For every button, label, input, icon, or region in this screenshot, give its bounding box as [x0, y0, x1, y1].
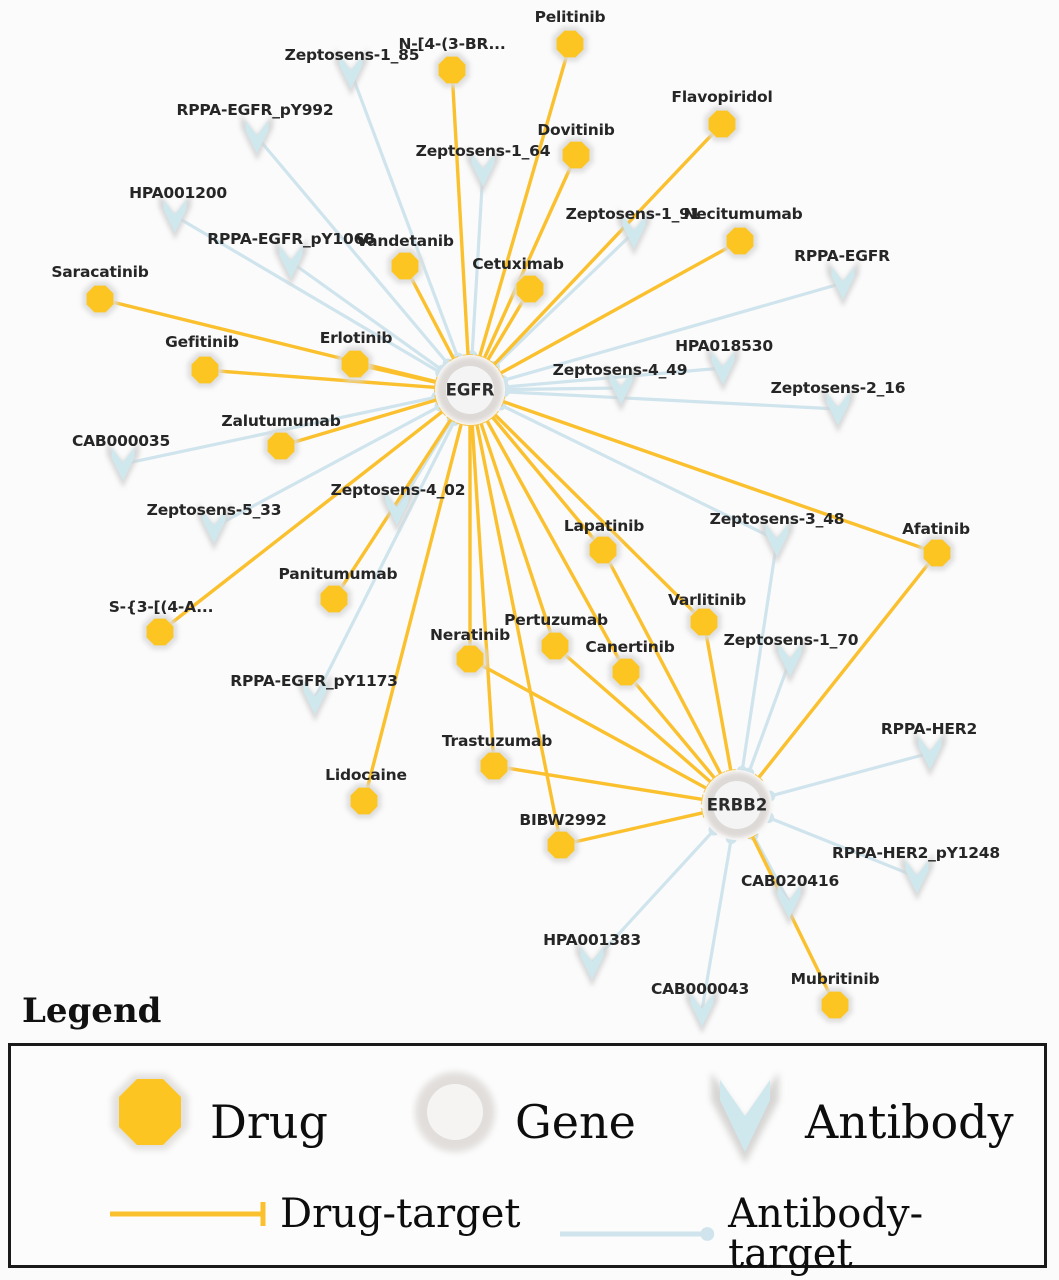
gene-node-label: EGFR — [445, 380, 495, 400]
legend-edges-row: Drug-target Antibody-target — [11, 1186, 1044, 1274]
legend-item-drug-target: Drug-target — [106, 1194, 520, 1234]
antibody-node[interactable] — [158, 192, 192, 240]
gene-node-label: ERBB2 — [706, 795, 768, 815]
drug-node[interactable] — [142, 614, 178, 650]
antibody-node[interactable] — [197, 503, 231, 551]
drug-target-edge — [624, 670, 721, 784]
legend-item-drug: Drug — [106, 1066, 328, 1178]
antibody-target-edge — [736, 539, 779, 777]
legend-label-antibody: Antibody — [805, 1095, 1014, 1149]
drug-node[interactable] — [263, 428, 299, 464]
drug-node[interactable] — [543, 827, 579, 863]
drug-node[interactable] — [476, 748, 512, 784]
antibody-chevron-icon — [711, 1072, 779, 1164]
antibody-target-edge — [349, 71, 464, 364]
antibody-node[interactable] — [685, 986, 719, 1034]
drug-target-edge-icon — [110, 1202, 266, 1226]
antibody-node[interactable] — [274, 238, 308, 286]
antibody-node[interactable] — [334, 48, 368, 96]
antibody-node[interactable] — [900, 853, 934, 901]
drug-node[interactable] — [537, 628, 573, 664]
antibody-node[interactable] — [466, 146, 500, 194]
gene-node[interactable] — [702, 770, 772, 840]
drug-node[interactable] — [337, 346, 373, 382]
drug-node[interactable] — [387, 248, 423, 284]
drug-node[interactable] — [552, 26, 588, 62]
drug-node[interactable] — [919, 535, 955, 571]
drug-node[interactable] — [434, 52, 470, 88]
antibody-node[interactable] — [604, 364, 638, 412]
legend-item-antibody-target: Antibody-target — [556, 1194, 1044, 1274]
legend-shapes-row: Drug Gene Antibody — [11, 1066, 1044, 1178]
legend-label-antibody-target: Antibody-target — [728, 1191, 924, 1277]
drug-node[interactable] — [82, 281, 118, 317]
antibody-target-edge — [590, 824, 720, 965]
antibody-node[interactable] — [772, 878, 806, 926]
gene-ring-icon — [415, 1072, 495, 1152]
antibody-target-edge — [764, 751, 931, 802]
drug-target-edge — [450, 69, 474, 359]
drug-target-edge — [560, 807, 707, 847]
drug-target-edge — [488, 122, 724, 370]
drug-node[interactable] — [686, 604, 722, 640]
legend-label-drug-target: Drug-target — [280, 1191, 521, 1237]
drug-target-edge — [495, 239, 741, 379]
drug-target-edge — [498, 395, 938, 555]
antibody-target-edge — [497, 281, 844, 387]
antibody-node[interactable] — [706, 344, 740, 392]
drug-node[interactable] — [346, 783, 382, 819]
drug-node[interactable] — [585, 532, 621, 568]
gene-node[interactable] — [435, 355, 505, 425]
drug-target-edge — [753, 551, 939, 783]
legend-label-gene: Gene — [515, 1095, 636, 1149]
drug-target-edge — [489, 409, 706, 624]
drug-target-edge — [493, 764, 706, 805]
antibody-node[interactable] — [821, 385, 855, 433]
nodes-layer — [82, 26, 955, 1034]
antibody-target-edge — [313, 414, 461, 699]
drug-node[interactable] — [452, 641, 488, 677]
antibody-target-edge — [255, 135, 454, 370]
antibody-node[interactable] — [298, 674, 332, 722]
drug-octagon-icon — [112, 1074, 188, 1150]
drug-node[interactable] — [722, 223, 758, 259]
legend: Legend Drug Gene — [0, 985, 1059, 1280]
antibody-target-edge — [395, 413, 458, 510]
antibody-target-edge — [466, 169, 485, 362]
drug-node[interactable] — [512, 271, 548, 307]
legend-title: Legend — [22, 991, 162, 1031]
antibody-node[interactable] — [913, 729, 947, 777]
antibody-target-edge — [700, 833, 737, 1011]
antibody-target-edge — [763, 812, 918, 879]
legend-box: Drug Gene Antibody — [8, 1043, 1047, 1274]
antibody-node[interactable] — [826, 259, 860, 307]
antibody-node[interactable] — [617, 208, 651, 256]
drug-node[interactable] — [316, 581, 352, 617]
drug-node[interactable] — [558, 137, 594, 173]
drug-node[interactable] — [187, 352, 223, 388]
drug-node[interactable] — [817, 987, 853, 1023]
antibody-node[interactable] — [106, 440, 140, 488]
network-svg — [82, 26, 955, 1034]
antibody-target-edge-icon — [559, 1227, 715, 1241]
antibody-node[interactable] — [575, 939, 609, 987]
legend-item-gene: Gene — [411, 1066, 636, 1178]
antibody-node[interactable] — [760, 516, 794, 564]
legend-item-antibody: Antibody — [701, 1066, 1014, 1178]
drug-node[interactable] — [608, 654, 644, 690]
edges-layer — [99, 43, 939, 1011]
legend-label-drug: Drug — [210, 1095, 328, 1149]
drug-node[interactable] — [704, 106, 740, 142]
antibody-node[interactable] — [773, 636, 807, 684]
network-graph: Zeptosens-1_85 RPPA-EGFR_pY992 HPA001200 RP… — [51, 8, 1000, 1034]
antibody-target-edge — [174, 214, 447, 379]
antibody-node[interactable] — [380, 485, 414, 533]
antibody-node[interactable] — [240, 113, 274, 161]
